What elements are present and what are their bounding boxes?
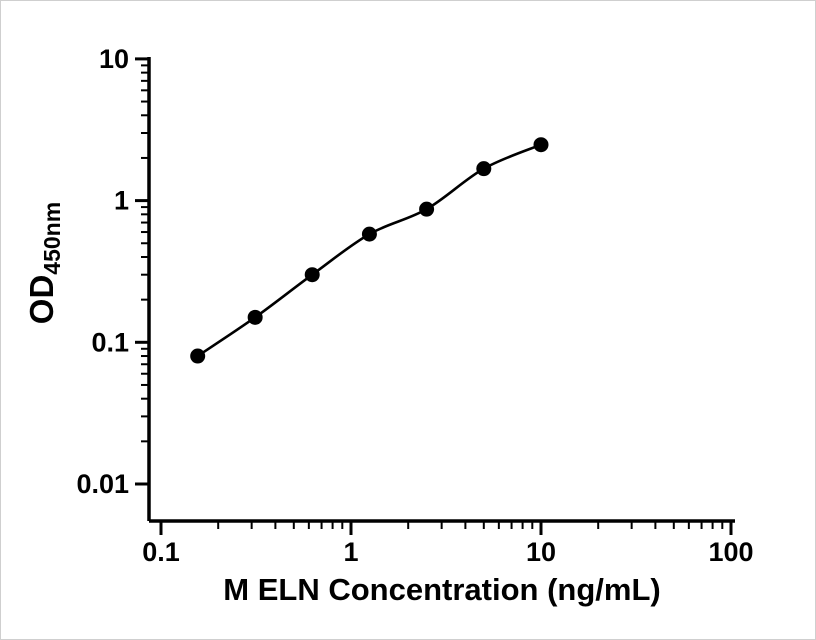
data-point bbox=[476, 161, 492, 177]
y-axis-title-main: OD bbox=[23, 275, 60, 325]
y-axis-title: OD450nm bbox=[23, 202, 65, 324]
data-point bbox=[190, 348, 206, 364]
x-tick-label: 100 bbox=[708, 537, 753, 567]
data-point bbox=[304, 267, 320, 283]
plot-area: 0.1 1 10 100 0.01 0.1 1 10 bbox=[76, 44, 753, 567]
curve-line bbox=[196, 143, 543, 358]
data-point bbox=[361, 226, 377, 242]
x-tick-label: 10 bbox=[526, 537, 556, 567]
y-tick-label: 0.01 bbox=[76, 469, 129, 499]
y-tick-label: 10 bbox=[99, 44, 129, 74]
data-point bbox=[247, 309, 263, 325]
y-tick-label: 0.1 bbox=[91, 327, 129, 357]
y-tick-label: 1 bbox=[114, 186, 129, 216]
data-point bbox=[419, 201, 435, 217]
x-tick-label: 1 bbox=[343, 537, 358, 567]
y-axis-title-subscript: 450nm bbox=[39, 202, 65, 275]
data-point bbox=[533, 137, 549, 153]
x-tick-label: 0.1 bbox=[142, 537, 180, 567]
x-axis-title: M ELN Concentration (ng/mL) bbox=[223, 572, 660, 607]
